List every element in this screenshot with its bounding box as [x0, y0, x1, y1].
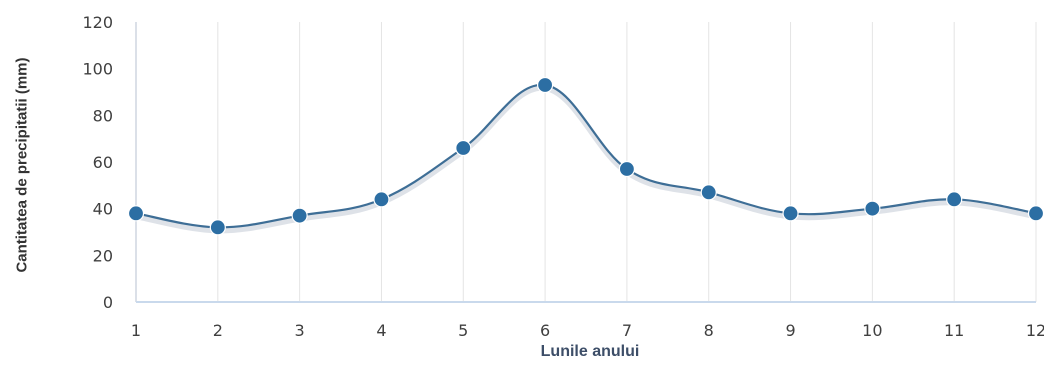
x-tick-label: 5	[458, 321, 468, 340]
data-point	[700, 184, 717, 201]
data-point	[209, 219, 226, 236]
data-point	[536, 76, 554, 94]
y-tick-label: 100	[82, 60, 113, 79]
series-line-shadow	[135, 84, 1037, 234]
y-tick-label: 40	[93, 200, 113, 219]
y-tick-label: 120	[82, 13, 113, 32]
data-point	[455, 139, 472, 157]
data-point	[373, 191, 390, 208]
x-tick-label: 3	[295, 321, 305, 340]
data-point	[864, 200, 881, 217]
data-point	[618, 160, 636, 178]
data-point	[291, 207, 308, 224]
data-point	[782, 205, 799, 222]
x-tick-label: 8	[704, 321, 714, 340]
x-tick-label: 12	[1026, 321, 1044, 340]
x-tick-label: 9	[785, 321, 795, 340]
data-point	[946, 191, 963, 208]
y-tick-label: 20	[93, 246, 113, 265]
x-tick-label: 11	[944, 321, 964, 340]
y-tick-label: 80	[93, 106, 113, 125]
y-tick-label: 0	[103, 293, 113, 312]
data-point	[127, 205, 145, 222]
data-point	[1027, 205, 1044, 222]
y-tick-label: 60	[93, 153, 113, 172]
x-tick-label: 2	[213, 321, 223, 340]
x-tick-label: 1	[131, 321, 141, 340]
x-axis-label: Lunile anului	[540, 343, 640, 360]
y-axis-label: Cantitatea de precipitatii (mm)	[13, 57, 31, 273]
x-tick-label: 6	[540, 321, 550, 340]
x-tick-label: 10	[862, 321, 882, 340]
x-tick-label: 4	[376, 321, 386, 340]
x-tick-label: 7	[622, 321, 632, 340]
